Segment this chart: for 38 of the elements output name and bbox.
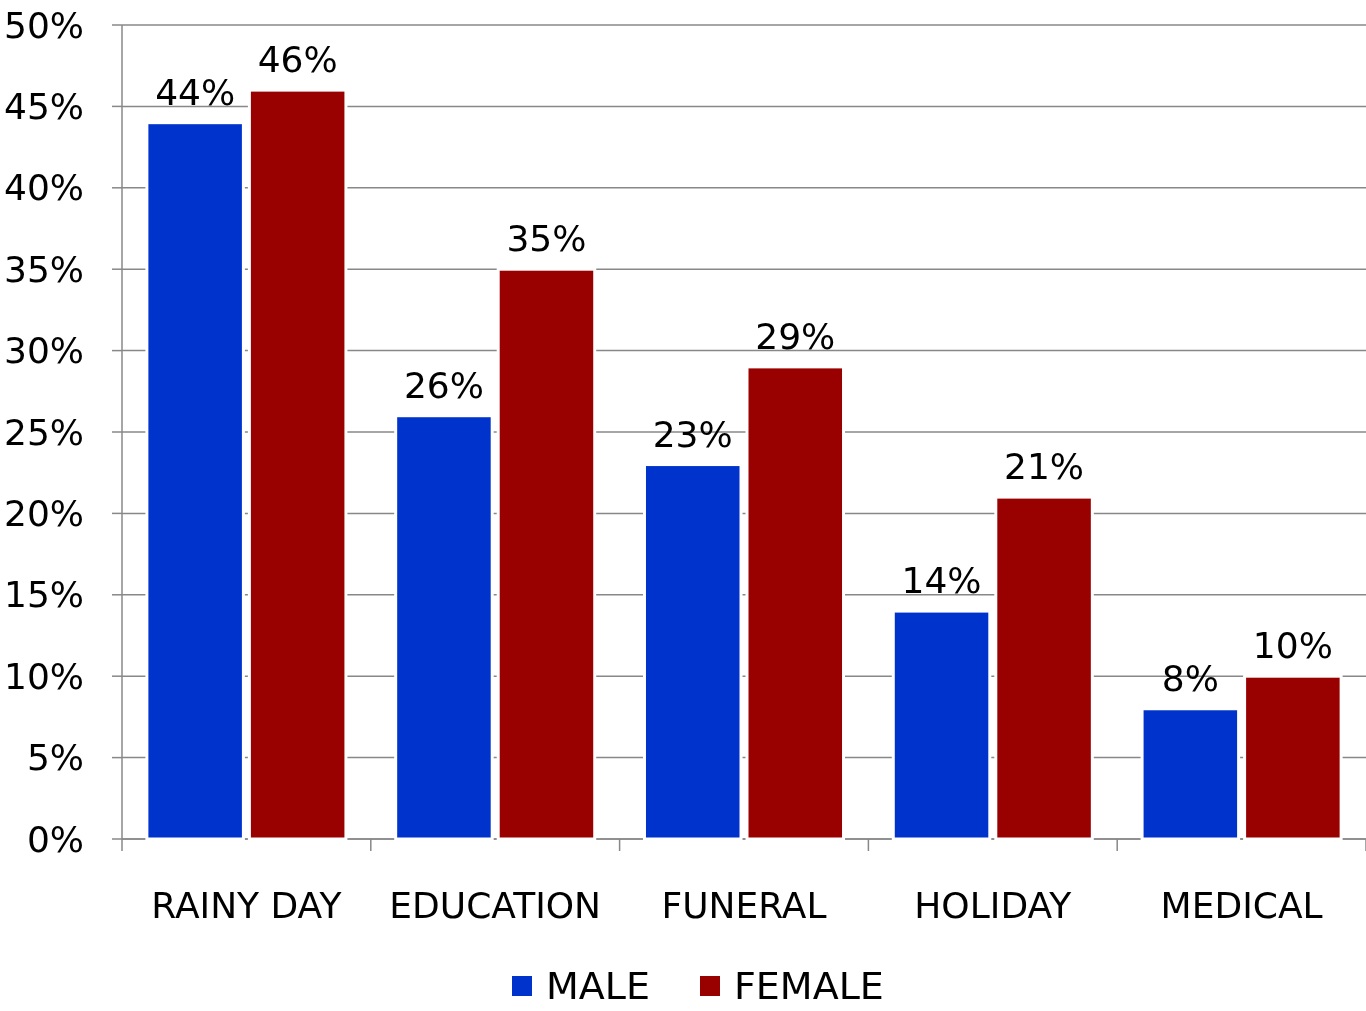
data-label: 44% [155,71,236,113]
y-tick-label: 45% [3,85,84,127]
data-label: 8% [1161,657,1219,699]
bar [394,414,494,841]
y-tick-label: 0% [26,818,84,860]
y-tick-label: 30% [3,330,84,372]
bar [994,495,1094,841]
data-label: 26% [403,364,484,406]
y-tick-label: 25% [3,411,84,453]
bar [1140,707,1241,841]
data-label: 21% [1004,446,1085,488]
x-tick-label: MEDICAL [1160,884,1323,926]
bar [1243,674,1343,841]
data-label: 29% [755,315,836,357]
y-tick-label: 40% [3,167,84,209]
data-label: 46% [257,39,338,81]
bar [642,463,743,841]
y-tick-label: 5% [26,737,84,779]
bar [891,609,992,841]
data-label: 10% [1252,625,1333,667]
bar [247,88,348,841]
y-tick-label: 20% [3,492,84,534]
data-label: 14% [901,560,982,602]
bar [145,121,245,841]
y-tick-label: 50% [3,4,84,46]
y-tick-label: 35% [3,248,84,290]
y-tick-label: 15% [3,574,84,616]
bar [745,365,846,841]
data-label: 23% [652,413,733,455]
y-tick-label: 10% [3,655,84,697]
bar [496,267,597,841]
x-tick-label: HOLIDAY [914,884,1073,926]
legend-label: MALE [546,964,650,1008]
data-label: 35% [506,218,587,260]
x-tick-label: FUNERAL [661,884,827,926]
legend-label: FEMALE [734,964,884,1008]
x-tick-label: EDUCATION [389,884,602,926]
x-tick-label: RAINY DAY [151,884,343,926]
